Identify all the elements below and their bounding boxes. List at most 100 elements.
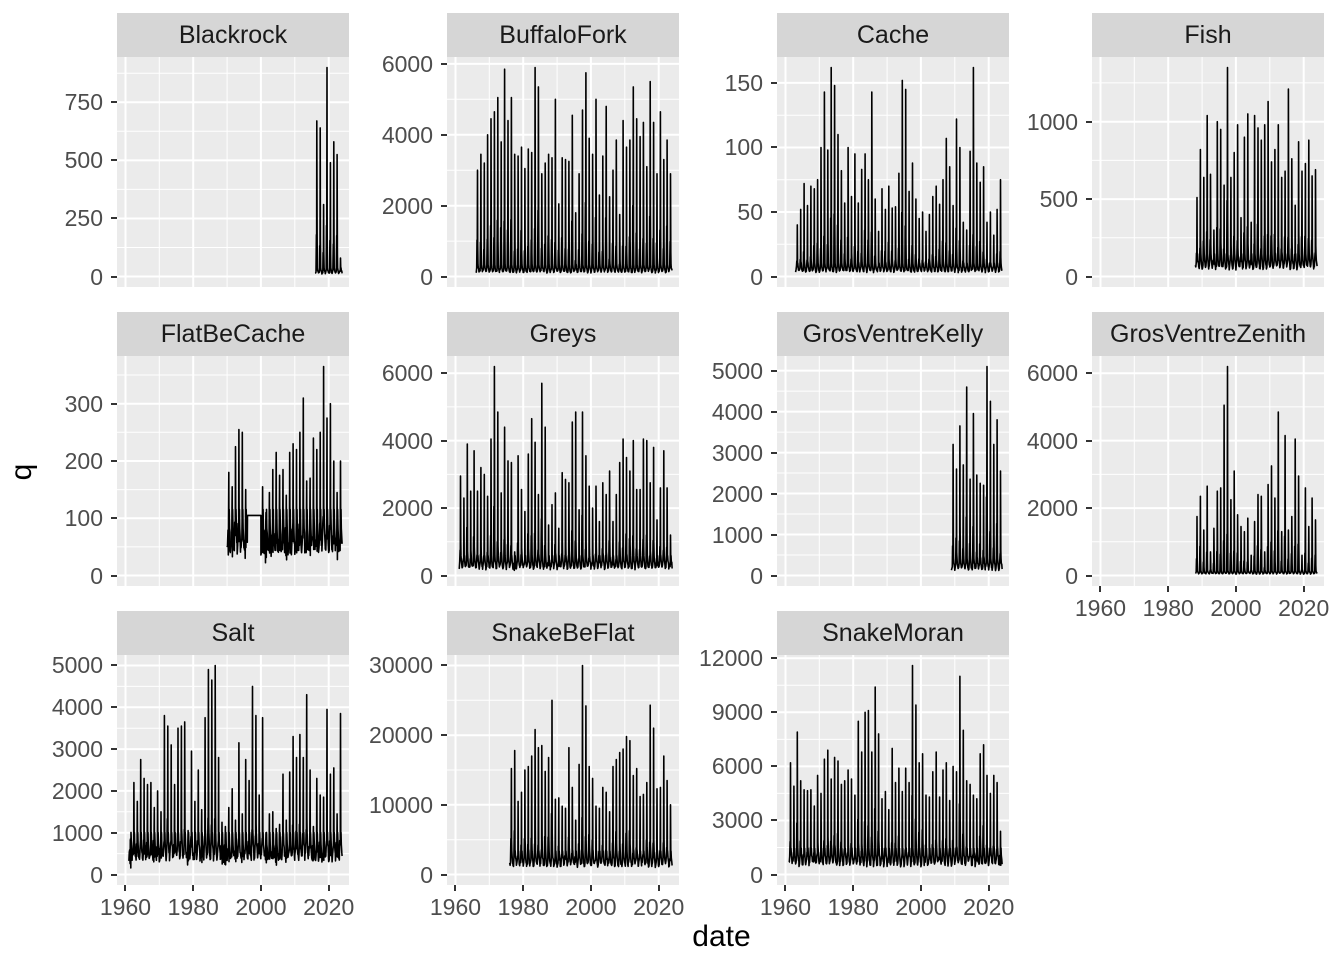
facet-cell-SnakeMoran: SnakeMoran 0 3000 6000 9000 12000 1960 1980 2000… xyxy=(699,611,1014,920)
y-tick-label: 0 xyxy=(90,562,103,589)
facet-panel xyxy=(1092,57,1324,287)
y-tick-mark xyxy=(771,657,777,660)
x-tick-label: 2020 xyxy=(633,894,685,920)
y-tick-mark xyxy=(111,831,117,834)
y-tick-mark xyxy=(771,410,777,413)
y-tick-mark xyxy=(441,574,447,577)
x-tick-mark xyxy=(522,885,525,891)
x-tick-mark xyxy=(987,885,990,891)
facet-panel xyxy=(777,356,1009,586)
y-tick-mark xyxy=(771,211,777,213)
y-tick-mark xyxy=(771,369,777,372)
x-tick-label: 1980 xyxy=(167,894,219,920)
y-tick-label: 1000 xyxy=(1026,108,1078,135)
y-tick-label: 2000 xyxy=(51,777,103,804)
facet-cell-SnakeBeFlat: SnakeBeFlat 0 10000 20000 30000 1960 1980 2000 2… xyxy=(369,611,684,920)
x-tick-mark xyxy=(657,885,660,891)
y-tick-mark xyxy=(441,734,447,737)
x-tick-label: 1960 xyxy=(1074,595,1127,621)
y-tick-mark xyxy=(771,711,777,714)
y-tick-mark xyxy=(441,372,447,375)
facet-strip: Greys xyxy=(447,312,679,356)
facet-strip: Cache xyxy=(777,13,1009,57)
y-tick-mark xyxy=(1086,198,1092,201)
y-tick-label: 5000 xyxy=(51,652,103,679)
facet-panel xyxy=(777,655,1009,885)
x-tick-mark xyxy=(454,885,457,891)
y-tick-label: 0 xyxy=(750,562,763,589)
y-tick-label: 0 xyxy=(90,263,103,290)
y-tick-label: 0 xyxy=(420,263,433,290)
facet-panel xyxy=(447,57,679,287)
x-tick-mark xyxy=(1302,586,1305,592)
series-line xyxy=(1195,365,1318,575)
facet-panel xyxy=(447,655,679,885)
x-tick-label: 2000 xyxy=(565,894,617,920)
y-tick-label: 0 xyxy=(1065,263,1078,290)
series-line xyxy=(226,365,343,564)
y-tick-mark xyxy=(111,748,117,751)
facet-panel xyxy=(117,655,349,885)
y-tick-mark xyxy=(111,873,117,876)
y-tick-mark xyxy=(771,574,777,577)
y-tick-label: 6000 xyxy=(381,50,433,77)
y-tick-label: 500 xyxy=(1039,186,1078,213)
y-tick-label: 3000 xyxy=(711,439,763,466)
y-tick-label: 1000 xyxy=(711,521,763,548)
x-tick-mark xyxy=(1099,586,1102,592)
y-tick-label: 750 xyxy=(64,89,103,116)
facet-strip-label: Greys xyxy=(529,320,597,348)
y-tick-label: 3000 xyxy=(51,736,103,763)
y-tick-label: 4000 xyxy=(1026,427,1078,454)
series-line xyxy=(128,664,343,869)
y-tick-mark xyxy=(771,819,777,822)
y-tick-mark xyxy=(111,574,117,577)
y-tick-label: 6000 xyxy=(711,753,763,780)
series-line xyxy=(458,365,673,572)
y-tick-label: 0 xyxy=(750,861,763,888)
x-tick-label: 2020 xyxy=(303,894,355,920)
x-tick-mark xyxy=(259,885,262,891)
y-tick-label: 1000 xyxy=(51,819,103,846)
x-tick-mark xyxy=(852,885,855,891)
y-tick-label: 0 xyxy=(1065,562,1078,589)
facet-panel xyxy=(117,356,349,586)
y-tick-mark xyxy=(771,146,777,149)
series-line xyxy=(508,664,673,869)
facet-panel xyxy=(1092,356,1324,586)
x-tick-label: 2020 xyxy=(963,894,1015,920)
y-tick-mark xyxy=(441,62,447,65)
facet-cell-GrosVentreZenith: GrosVentreZenith 0 2000 4000 6000 1960 1980 200… xyxy=(1027,312,1329,621)
facet-strip-label: Cache xyxy=(856,21,930,49)
x-tick-label: 1980 xyxy=(497,894,549,920)
facet-cell-GrosVentreKelly: GrosVentreKelly 0 1000 2000 3000 4000 5000 xyxy=(712,312,1009,589)
x-tick-mark xyxy=(784,885,787,891)
y-tick-mark xyxy=(111,217,117,220)
y-tick-mark xyxy=(441,439,447,442)
y-tick-label: 50 xyxy=(737,199,763,225)
x-tick-label: 2000 xyxy=(235,894,287,920)
y-tick-label: 500 xyxy=(64,147,103,174)
x-tick-label: 1980 xyxy=(827,894,879,920)
x-tick-label: 1980 xyxy=(1142,595,1194,621)
x-tick-mark xyxy=(124,885,127,891)
facet-panel xyxy=(777,57,1009,287)
y-tick-mark xyxy=(441,664,447,667)
y-tick-label: 200 xyxy=(64,447,103,474)
x-tick-mark xyxy=(1167,586,1170,592)
x-tick-label: 1960 xyxy=(429,894,482,920)
facet-strip: GrosVentreKelly xyxy=(777,312,1009,356)
series-line xyxy=(314,66,343,275)
y-tick-mark xyxy=(1086,372,1092,375)
y-tick-mark xyxy=(771,533,777,536)
y-tick-label: 0 xyxy=(750,263,763,290)
facet-strip: Fish xyxy=(1092,13,1324,57)
facet-strip-label: Fish xyxy=(1184,21,1232,49)
y-tick-label: 2000 xyxy=(381,192,433,219)
y-tick-label: 3000 xyxy=(711,807,763,834)
x-tick-label: 2020 xyxy=(1278,595,1330,621)
facet-strip-label: Salt xyxy=(211,619,255,647)
y-tick-label: 0 xyxy=(90,861,103,888)
facet-strip-label: BuffaloFork xyxy=(499,21,627,49)
x-tick-label: 1960 xyxy=(759,894,812,920)
